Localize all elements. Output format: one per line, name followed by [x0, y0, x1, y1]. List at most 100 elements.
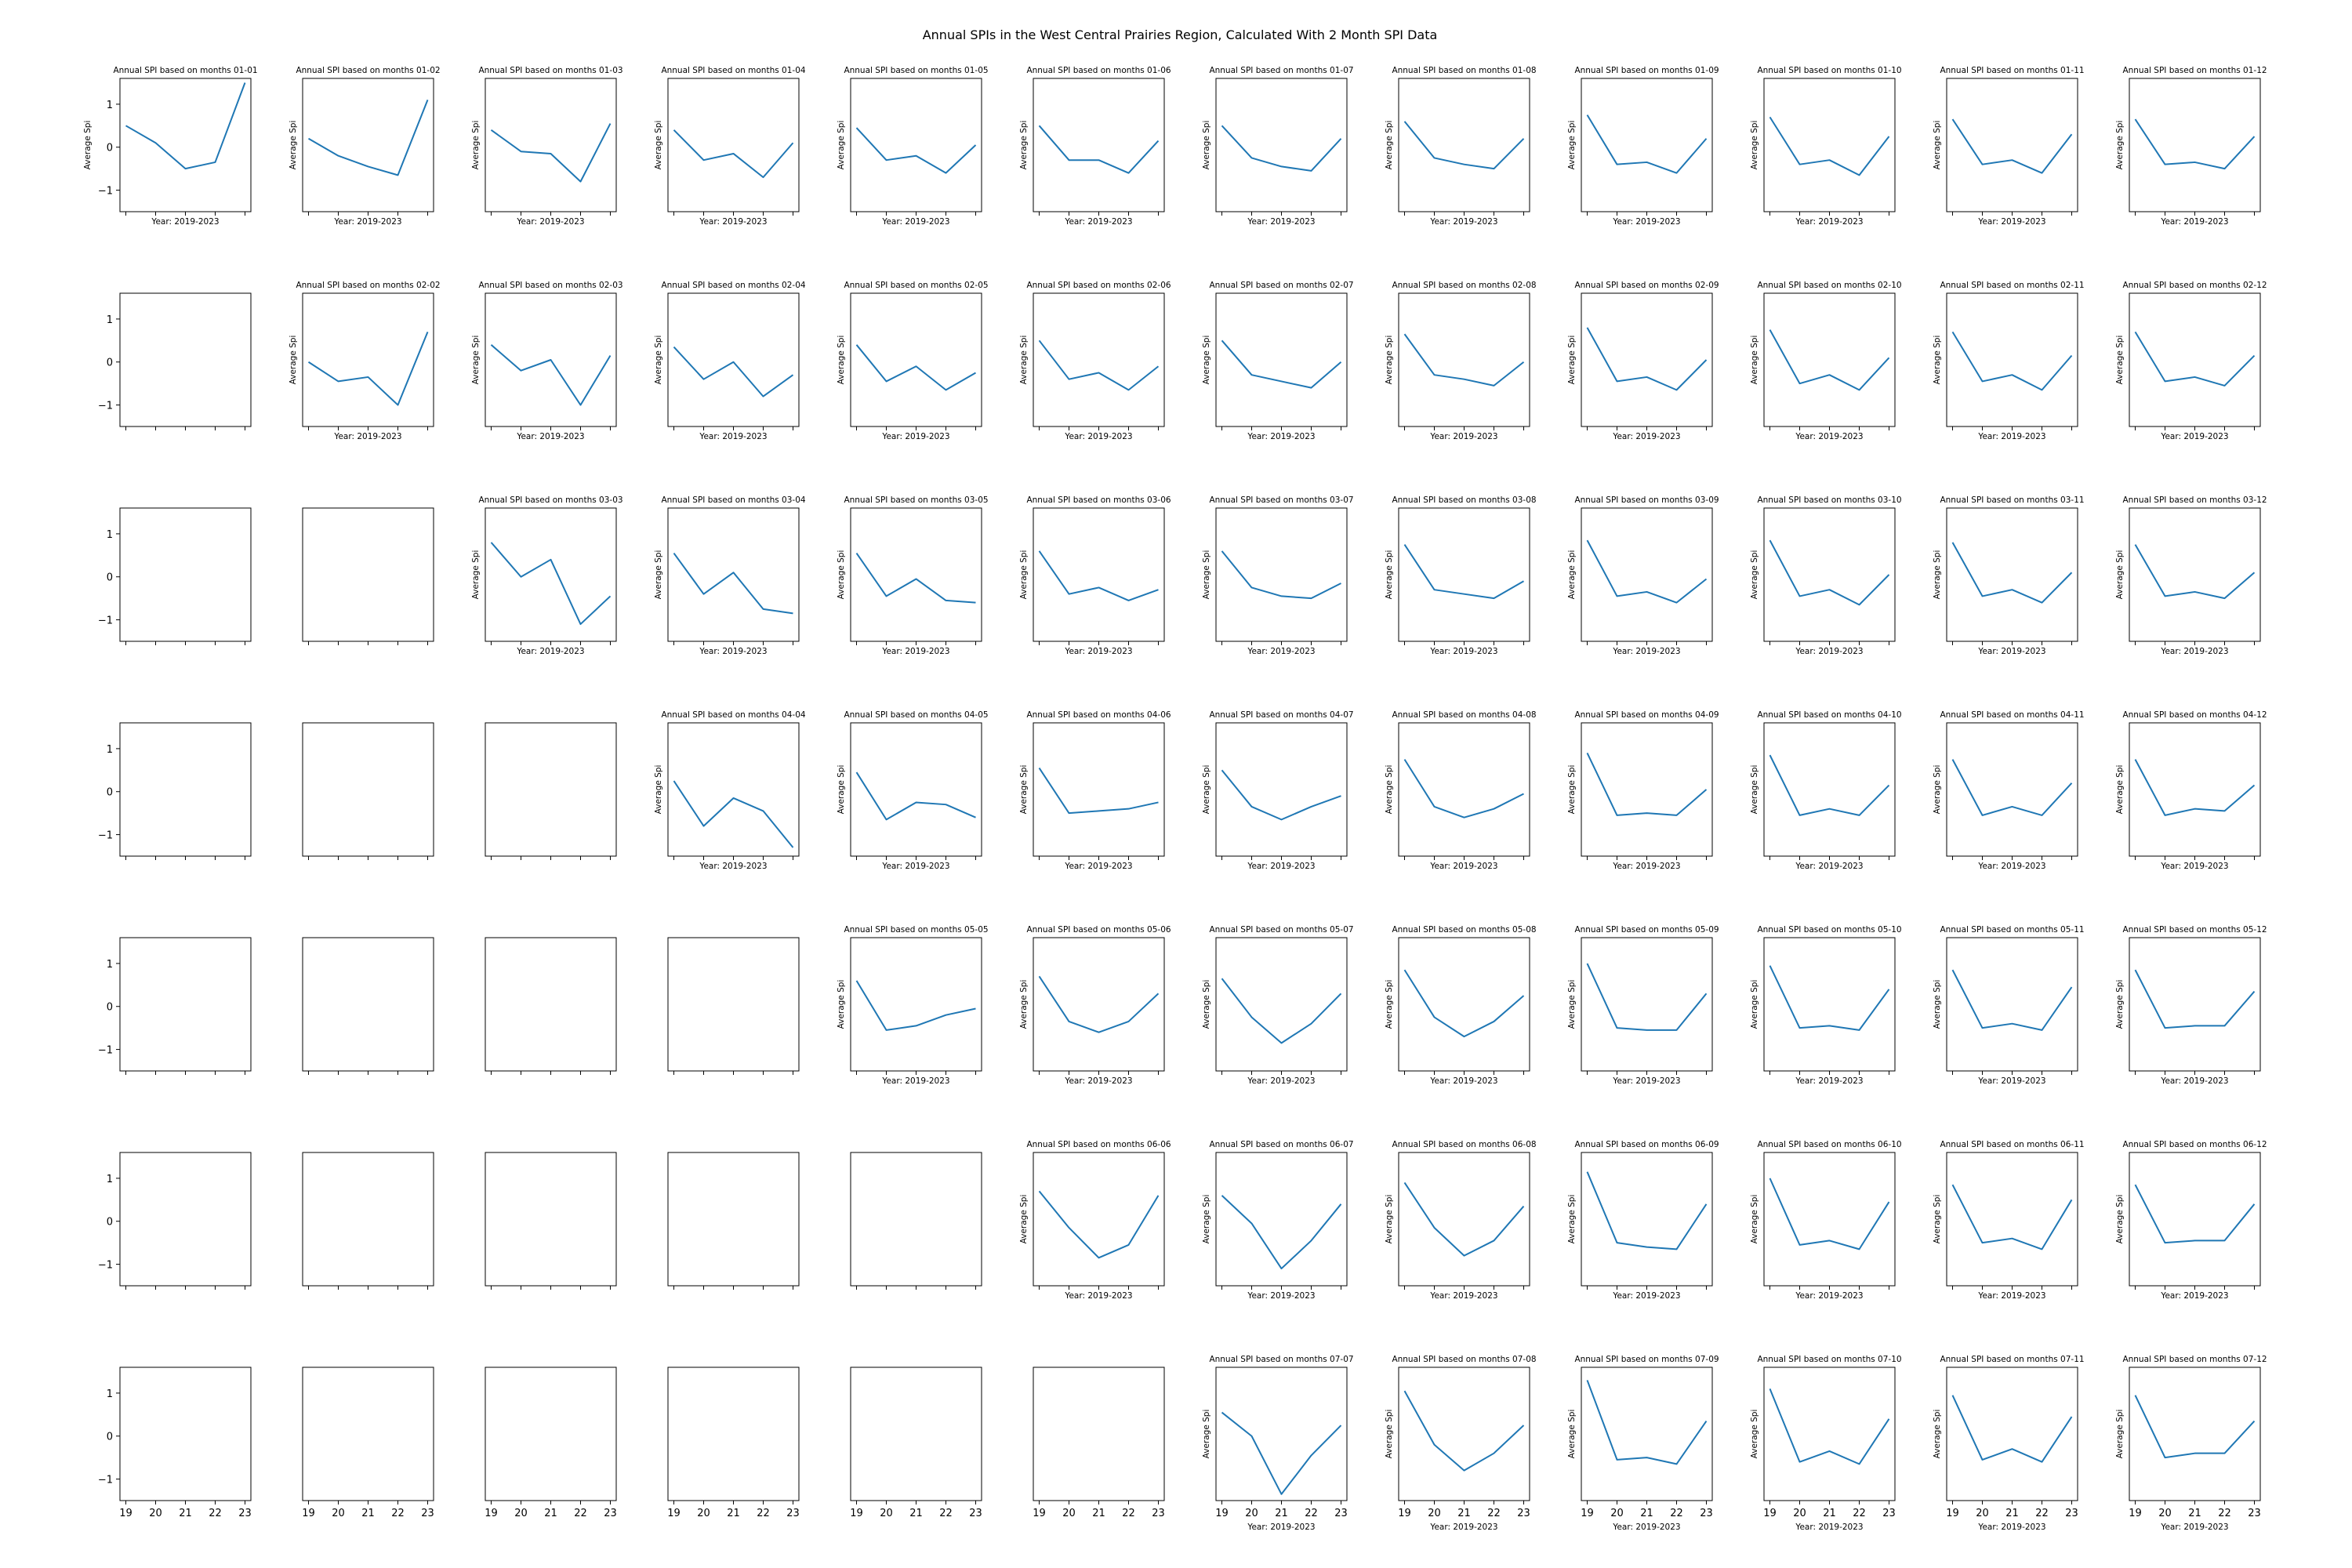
- subplot: Annual SPI based on months 04-05 Average …: [837, 710, 989, 871]
- x-axis-label: Year: 2019-2023: [699, 647, 767, 656]
- x-tick-label: 21: [544, 1508, 557, 1519]
- x-tick-label: 20: [880, 1508, 893, 1519]
- series-line: [2134, 1184, 2256, 1244]
- y-axis-label: Average Spi: [1385, 336, 1394, 385]
- y-axis-label: Average Spi: [1567, 336, 1577, 385]
- subplot: 19 20 21 22 23 Annual SPI based on months 07-…: [1202, 1355, 1354, 1532]
- series-line: [2134, 969, 2256, 1029]
- x-axis-label: Year: 2019-2023: [881, 1076, 949, 1086]
- x-axis-label: Year: 2019-2023: [1064, 217, 1132, 227]
- subplot-title: Annual SPI based on months 07-11: [1940, 1355, 2084, 1364]
- y-axis-label: Average Spi: [837, 121, 846, 170]
- axes-frame: [1763, 507, 1896, 642]
- series-line: [1221, 1195, 1342, 1270]
- subplot: Annual SPI based on months 01-06 Average …: [1019, 66, 1171, 227]
- subplot-title: Annual SPI based on months 02-10: [1757, 281, 1901, 290]
- subplot-title: Annual SPI based on months 02-02: [296, 281, 440, 290]
- axes-frame: [2129, 507, 2261, 642]
- x-tick-label: 20: [1062, 1508, 1076, 1519]
- series-line: [1586, 1380, 1708, 1465]
- series-line: [1951, 969, 2073, 1031]
- series-line: [1403, 121, 1525, 170]
- subplot-title: Annual SPI based on months 01-07: [1209, 66, 1353, 75]
- x-tick-label: 19: [667, 1508, 681, 1519]
- subplot: Annual SPI based on months 01-09 Average …: [1567, 66, 1719, 227]
- subplot: Annual SPI based on months 05-05 Average …: [837, 925, 989, 1086]
- x-tick-label: 23: [1152, 1508, 1165, 1519]
- subplot-title: Annual SPI based on months 01-12: [2122, 66, 2267, 75]
- subplot-title: Annual SPI based on months 07-12: [2122, 1355, 2267, 1364]
- subplot: Annual SPI based on months 02-11 Average …: [1933, 281, 2085, 441]
- axes-frame: [485, 1152, 617, 1287]
- subplot: Annual SPI based on months 04-11 Average …: [1933, 710, 2085, 871]
- axes-frame: [1398, 937, 1530, 1072]
- y-axis-label: Average Spi: [2115, 980, 2125, 1029]
- subplot: −1 0 1 Annual SPI based on months 01-01 Aver…: [83, 66, 258, 227]
- subplot-title: Annual SPI based on months 01-05: [844, 66, 988, 75]
- x-tick-label: 22: [2035, 1508, 2049, 1519]
- series-line: [1769, 116, 1890, 176]
- subplot: Annual SPI based on months 03-04 Average …: [654, 495, 806, 656]
- axes-frame: [1581, 78, 1713, 212]
- y-axis-label: Average Spi: [1933, 980, 1942, 1029]
- x-tick-label: 21: [1275, 1508, 1288, 1519]
- y-tick-label: 0: [107, 787, 113, 799]
- x-axis-label: Year: 2019-2023: [1612, 1076, 1680, 1086]
- x-tick-label: 22: [939, 1508, 953, 1519]
- series-line: [2134, 544, 2256, 600]
- series-line: [1586, 1171, 1708, 1250]
- subplot-title: Annual SPI based on months 02-05: [844, 281, 988, 290]
- axes-frame: [1398, 1367, 1530, 1501]
- axes-frame: [667, 722, 800, 857]
- y-axis-label: Average Spi: [1750, 550, 1759, 600]
- x-tick-label: 22: [574, 1508, 587, 1519]
- x-axis-label: Year: 2019-2023: [1247, 647, 1315, 656]
- axes-frame: [2129, 722, 2261, 857]
- subplot-title: Annual SPI based on months 06-06: [1026, 1140, 1171, 1149]
- subplot: Annual SPI based on months 06-09 Average …: [1567, 1140, 1719, 1301]
- axes-frame: [1946, 1152, 2078, 1287]
- y-axis-label: Average Spi: [2115, 121, 2125, 170]
- subplot-title: Annual SPI based on months 01-03: [478, 66, 622, 75]
- x-tick-label: 22: [1122, 1508, 1135, 1519]
- axes-frame: [302, 78, 434, 212]
- y-axis-label: Average Spi: [837, 980, 846, 1029]
- subplot: [302, 937, 434, 1075]
- y-axis-label: Average Spi: [1750, 765, 1759, 815]
- axes-frame: [119, 722, 252, 857]
- series-line: [2134, 759, 2256, 816]
- y-axis-label: Average Spi: [1385, 121, 1394, 170]
- subplot-title: Annual SPI based on months 05-12: [2122, 925, 2267, 935]
- x-axis-label: Year: 2019-2023: [1247, 1291, 1315, 1301]
- x-axis-label: Year: 2019-2023: [151, 217, 219, 227]
- axes-frame: [667, 937, 800, 1072]
- x-axis-label: Year: 2019-2023: [1429, 647, 1497, 656]
- y-axis-label: Average Spi: [1567, 980, 1577, 1029]
- subplot-title: Annual SPI based on months 04-09: [1574, 710, 1719, 720]
- subplot: [485, 722, 617, 860]
- axes-frame: [1581, 937, 1713, 1072]
- x-tick-label: 20: [332, 1508, 345, 1519]
- x-tick-label: 23: [1700, 1508, 1713, 1519]
- subplot: [485, 937, 617, 1075]
- axes-frame: [1215, 1152, 1348, 1287]
- subplot: Annual SPI based on months 03-03 Average …: [471, 495, 623, 656]
- subplot-title: Annual SPI based on months 05-10: [1757, 925, 1901, 935]
- subplot-title: Annual SPI based on months 04-06: [1026, 710, 1171, 720]
- subplot: Annual SPI based on months 02-10 Average …: [1750, 281, 1902, 441]
- series-line: [1038, 125, 1160, 174]
- subplot-title: Annual SPI based on months 04-08: [1392, 710, 1536, 720]
- x-axis-label: Year: 2019-2023: [1612, 862, 1680, 871]
- y-axis-label: Average Spi: [289, 336, 298, 385]
- y-axis-label: Average Spi: [1933, 550, 1942, 600]
- axes-frame: [667, 292, 800, 427]
- x-tick-label: 22: [1487, 1508, 1501, 1519]
- subplot: Annual SPI based on months 01-04 Average …: [654, 66, 806, 227]
- axes-frame: [1398, 78, 1530, 212]
- y-tick-label: −1: [98, 186, 113, 198]
- subplot-title: Annual SPI based on months 02-09: [1574, 281, 1719, 290]
- subplot: Annual SPI based on months 05-09 Average …: [1567, 925, 1719, 1086]
- x-tick-label: 19: [1763, 1508, 1777, 1519]
- subplot: Annual SPI based on months 01-07 Average …: [1202, 66, 1354, 227]
- x-tick-label: 20: [1245, 1508, 1258, 1519]
